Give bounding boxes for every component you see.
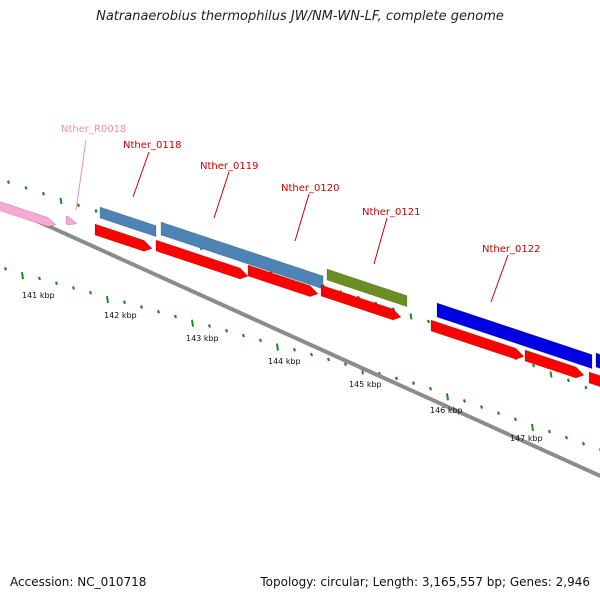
ruler-tick [122, 300, 127, 305]
feature-label-nther-0121[interactable]: Nther_0121 [362, 207, 420, 218]
ruler-tick [207, 324, 212, 328]
genome-summary-text: Topology: circular; Length: 3,165,557 bp… [260, 575, 590, 589]
genome-backbone [0, 201, 600, 479]
ruler-tick [71, 286, 76, 290]
ruler-label: 145 kbp [349, 380, 382, 389]
cds-arrow[interactable] [94, 223, 153, 252]
ruler-tick [3, 267, 8, 271]
ruler-tick [409, 313, 413, 320]
ruler-tick [24, 186, 28, 190]
ruler-tick [426, 319, 431, 324]
ruler-tick [88, 290, 93, 295]
ruler-tick [547, 429, 552, 434]
feature-nther-r0018[interactable] [0, 200, 57, 227]
ruler-label: 143 kbp [186, 334, 219, 343]
ruler-label: 147 kbp [510, 434, 543, 443]
ruler-tick [531, 363, 536, 368]
ruler-tick [258, 338, 263, 343]
cds-arrow[interactable] [430, 319, 525, 360]
feature-nther-0120[interactable] [326, 268, 408, 308]
feature-nther-0118[interactable] [99, 206, 157, 238]
ruler-tick [446, 393, 449, 401]
accession-text: Accession: NC_010718 [10, 575, 147, 589]
ruler-tick [496, 411, 501, 416]
feature-label-nther-0119[interactable]: Nther_0119 [200, 161, 258, 172]
ruler-tick [581, 441, 586, 446]
ruler-tick [21, 272, 24, 280]
ruler-tick [173, 314, 178, 319]
feature-labels: Nther_R0018 Nther_0118 Nther_0119 Nther_012… [61, 124, 540, 255]
ruler-tick [549, 371, 553, 378]
label-leader-line [294, 193, 310, 242]
feature-label-nther-0118[interactable]: Nther_0118 [123, 140, 181, 151]
ruler-tick [343, 362, 348, 366]
label-leaders [75, 139, 509, 303]
cds-arrow[interactable] [320, 284, 402, 321]
ruler-tick [309, 352, 314, 357]
ruler-tick [94, 209, 98, 213]
ruler-tick [41, 191, 46, 196]
cds-arrow[interactable] [524, 349, 585, 379]
ruler-tick [156, 309, 161, 314]
label-leader-line [75, 139, 87, 211]
feature-label-nther-r0018[interactable]: Nther_R0018 [61, 124, 126, 135]
ruler-tick [224, 328, 229, 333]
ruler-tick [428, 386, 433, 391]
map-title: Natranaerobius thermophilus JW/NM-WN-LF,… [96, 9, 504, 24]
cds-arrow[interactable] [155, 239, 249, 280]
feature-label-nther-0122[interactable]: Nther_0122 [482, 244, 540, 255]
label-leader-line [132, 151, 150, 198]
inner-ruler-ticks [3, 267, 600, 452]
ruler-label: 146 kbp [430, 406, 463, 415]
ruler-tick [54, 281, 59, 286]
cds-arrow[interactable] [588, 371, 600, 391]
ruler-tick [411, 381, 416, 385]
backbone-layer [0, 201, 600, 479]
cds-layer [94, 223, 600, 391]
ruler-tick [241, 333, 246, 338]
ruler-tick [37, 276, 42, 281]
ruler-label: 141 kbp [22, 291, 55, 300]
ruler-label: 142 kbp [104, 311, 137, 320]
ruler-tick [59, 197, 63, 205]
ruler-tick [139, 305, 144, 309]
ruler-tick [276, 343, 279, 351]
features-layer [0, 200, 600, 372]
ruler-tick [566, 378, 571, 383]
ruler-tick [326, 357, 331, 362]
ruler-tick [6, 180, 11, 184]
label-leader-line [373, 217, 388, 265]
ruler-tick [513, 417, 518, 422]
cds-arrow[interactable] [247, 264, 319, 297]
feature-nther-r0018-fragment[interactable] [65, 215, 78, 226]
ruler-labels: 141 kbp 142 kbp 143 kbp 144 kbp 145 kbp 146 k… [22, 291, 543, 443]
feature-nther-0122[interactable] [595, 352, 600, 372]
label-leader-line [490, 254, 509, 303]
ruler-tick [462, 399, 467, 403]
ruler-tick [191, 319, 194, 327]
ruler-tick [76, 203, 81, 208]
ruler-tick [479, 405, 484, 409]
ruler-tick [292, 347, 297, 352]
ruler-label: 144 kbp [268, 357, 301, 366]
ruler-tick [564, 435, 569, 440]
ruler-tick [584, 385, 588, 390]
ruler-tick [531, 423, 534, 432]
ruler-tick [106, 295, 109, 304]
feature-nther-0121[interactable] [436, 302, 593, 370]
ruler-tick [394, 376, 399, 381]
label-leader-line [213, 171, 230, 219]
feature-label-nther-0120[interactable]: Nther_0120 [281, 183, 339, 194]
